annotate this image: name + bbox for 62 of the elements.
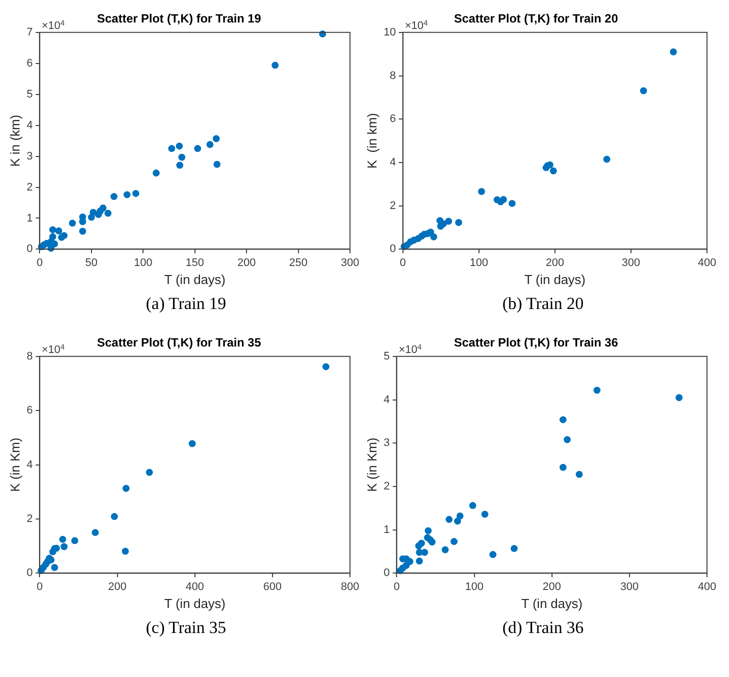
x-tick-label: 100 (470, 256, 488, 269)
y-tick-label: 4 (390, 156, 396, 169)
y-tick-label: 6 (390, 113, 396, 126)
y-tick-label: 3 (384, 437, 390, 450)
x-tick-label: 0 (36, 580, 43, 593)
x-tick-label: 200 (546, 256, 564, 269)
text: (d) Train 36 (501, 618, 585, 638)
y-tick-label: 8 (26, 350, 33, 362)
y-tick-label: 8 (390, 70, 396, 82)
text: (a) Train 19 (144, 294, 228, 314)
y-tick-label: 6 (26, 404, 33, 417)
x-tick-label: 400 (698, 256, 716, 269)
y-tick-label: 7 (26, 26, 33, 38)
y-tick-label: 10 (384, 26, 396, 38)
text: (c) Train 35 (144, 618, 228, 638)
x-tick-label: 100 (134, 256, 152, 269)
x-axis-title: T (in days) (164, 272, 226, 287)
y-tick-label: 2 (26, 513, 33, 526)
y-tick-label: 6 (26, 57, 33, 70)
x-tick-label: 200 (108, 580, 126, 593)
y-tick-label: 4 (384, 394, 390, 406)
chart-title: Scatter Plot (T,K) for Train 35 (96, 336, 262, 350)
x-tick-label: 50 (85, 256, 98, 269)
x-axis-title: T (in days) (521, 596, 582, 611)
text: (b) Train 20 (501, 294, 585, 314)
x-tick-label: 800 (340, 580, 360, 593)
y-axis-title: K (in Km) (364, 438, 380, 492)
x-tick-label: 100 (465, 580, 484, 593)
x-tick-label: 300 (622, 256, 640, 269)
y-tick-label: 4 (26, 119, 33, 132)
y-tick-label: 0 (384, 567, 390, 580)
y-axis-title: K (in km) (364, 112, 380, 169)
x-tick-label: 150 (186, 256, 204, 269)
x-tick-label: 600 (263, 580, 282, 593)
y-tick-label: 4 (26, 458, 33, 471)
y-tick-label: 1 (26, 212, 33, 224)
x-tick-label: 200 (237, 256, 256, 269)
y-tick-label: 2 (384, 480, 390, 493)
y-axis-title: K in (km) (7, 114, 22, 167)
y-tick-label: 0 (390, 243, 396, 256)
x-tick-label: 200 (542, 580, 562, 593)
x-axis-title: T (in days) (164, 596, 226, 611)
y-tick-label: 1 (384, 524, 390, 536)
y-axis-title: K (in Km) (7, 438, 22, 492)
y-tick-label: 0 (26, 567, 33, 580)
chart-title: Scatter Plot (T,K) for Train 19 (96, 12, 262, 26)
x-tick-label: 400 (698, 580, 716, 593)
x-tick-label: 400 (186, 580, 204, 593)
y-tick-label: 5 (26, 88, 33, 100)
x-tick-label: 250 (289, 256, 308, 269)
y-tick-label: 2 (26, 181, 33, 194)
x-tick-label: 300 (340, 256, 360, 269)
chart-title: Scatter Plot (T,K) for Train 20 (454, 12, 618, 26)
y-tick-label: 2 (390, 200, 396, 212)
chart-title: Scatter Plot (T,K) for Train 36 (454, 336, 618, 350)
x-tick-label: 0 (400, 256, 406, 269)
x-axis-title: T (in days) (524, 272, 586, 287)
y-tick-label: 5 (384, 350, 390, 362)
y-tick-label: 0 (26, 243, 33, 256)
x-tick-label: 0 (36, 256, 43, 269)
y-tick-label: 3 (26, 150, 33, 162)
x-tick-label: 300 (620, 580, 639, 593)
